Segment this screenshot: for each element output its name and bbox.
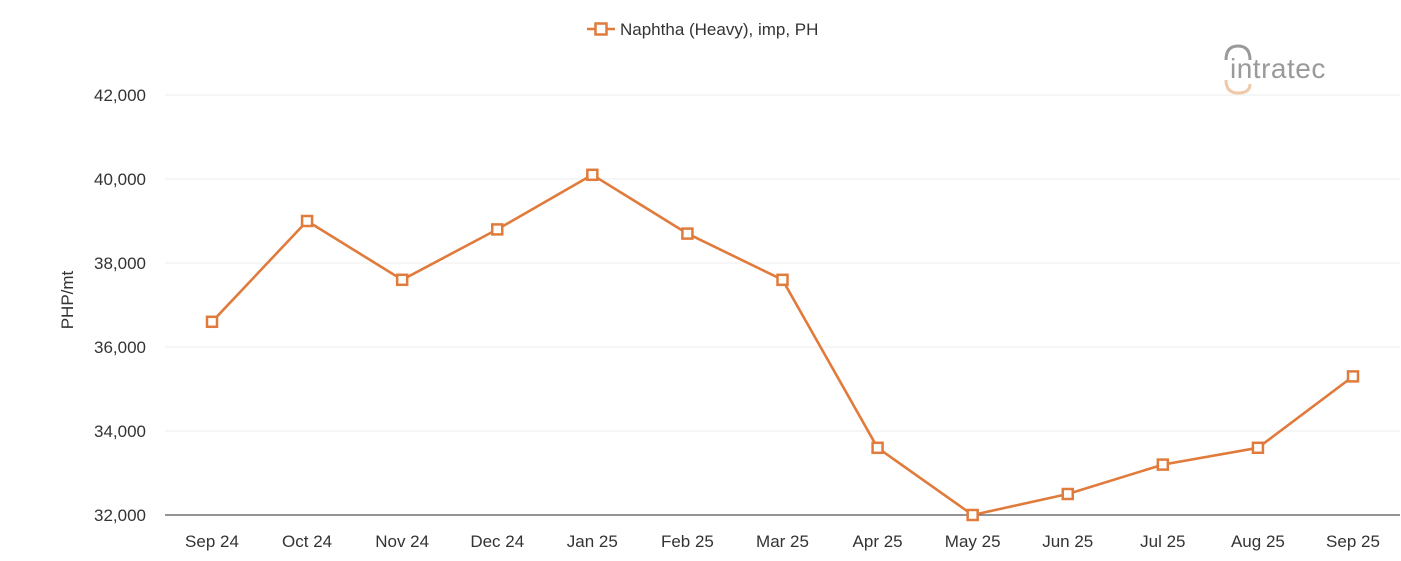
x-tick-label: Oct 24 xyxy=(282,532,332,551)
data-point-marker[interactable] xyxy=(300,214,314,228)
x-tick-label: Jun 25 xyxy=(1042,532,1093,551)
data-point-marker[interactable] xyxy=(1346,370,1360,383)
x-tick-label: May 25 xyxy=(945,532,1001,551)
data-point-marker[interactable] xyxy=(871,441,884,455)
data-point-marker[interactable] xyxy=(1061,487,1074,501)
y-tick-label: 36,000 xyxy=(94,338,146,357)
x-tick-label: Sep 24 xyxy=(185,532,239,551)
y-tick-label: 42,000 xyxy=(94,86,146,105)
x-tick-label: Nov 24 xyxy=(375,532,429,551)
data-point-marker[interactable] xyxy=(205,315,219,329)
data-point-marker[interactable] xyxy=(681,227,694,240)
y-tick-label: 34,000 xyxy=(94,422,146,441)
data-point-marker[interactable] xyxy=(1156,458,1170,471)
logo-arc-top-icon xyxy=(1224,44,1252,61)
y-axis-label: PHP/mt xyxy=(58,270,77,329)
x-tick-label: Sep 25 xyxy=(1326,532,1380,551)
legend-square-marker-icon xyxy=(594,22,608,36)
x-tick-label: Dec 24 xyxy=(470,532,524,551)
data-point-marker[interactable] xyxy=(776,273,789,287)
x-tick-label: Feb 25 xyxy=(661,532,714,551)
x-axis-ticks: Sep 24 Oct 24 Nov 24 Dec 24 Jan 25 Feb 25 Mar … xyxy=(185,532,1380,551)
y-axis-ticks: 32,000 34,000 36,000 38,000 40,000 42,000 xyxy=(94,86,146,525)
gridlines xyxy=(165,94,1400,432)
series-line xyxy=(211,173,1354,517)
data-point-marker[interactable] xyxy=(1251,441,1265,455)
legend-label: Naphtha (Heavy), imp, PH xyxy=(620,20,818,39)
x-tick-label: Jul 25 xyxy=(1140,532,1185,551)
intratec-logo: intratec xyxy=(1224,44,1326,95)
x-tick-label: Apr 25 xyxy=(853,532,903,551)
legend[interactable]: Naphtha (Heavy), imp, PH xyxy=(587,20,818,39)
logo-arc-bottom-icon xyxy=(1224,79,1252,95)
x-tick-label: Jan 25 xyxy=(567,532,618,551)
data-point-marker[interactable] xyxy=(491,223,504,236)
y-tick-label: 40,000 xyxy=(94,170,146,189)
data-point-marker[interactable] xyxy=(966,508,979,522)
series-naphtha-heavy xyxy=(205,168,1360,522)
logo-text: intratec xyxy=(1230,53,1326,84)
x-tick-label: Aug 25 xyxy=(1231,532,1285,551)
data-point-marker[interactable] xyxy=(586,168,599,182)
data-point-marker[interactable] xyxy=(395,273,409,287)
y-tick-label: 38,000 xyxy=(94,254,146,273)
x-tick-label: Mar 25 xyxy=(756,532,809,551)
y-tick-label: 32,000 xyxy=(94,506,146,525)
